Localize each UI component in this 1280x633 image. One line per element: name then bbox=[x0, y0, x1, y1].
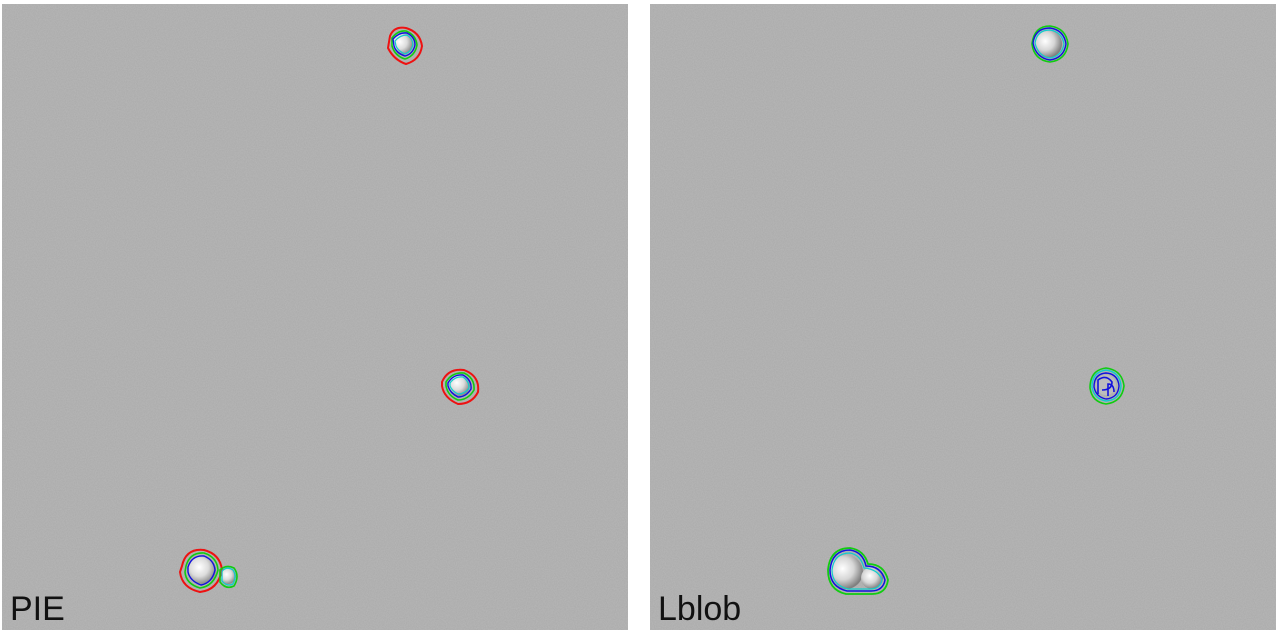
image-panel-lblob: Lblob bbox=[650, 4, 1276, 630]
image-panel-pie: PIE bbox=[2, 4, 628, 630]
panel-label-pie: PIE bbox=[10, 590, 65, 628]
cell-top bbox=[386, 26, 424, 66]
cell-middle bbox=[441, 368, 480, 406]
cell-bottom-cluster bbox=[178, 548, 238, 594]
cell-bottom-cluster bbox=[827, 547, 889, 595]
cell-top bbox=[1031, 25, 1069, 63]
panel-label-lblob: Lblob bbox=[658, 590, 742, 628]
microscopy-image-lblob bbox=[650, 4, 1276, 630]
microscopy-image-pie bbox=[2, 4, 628, 630]
cell-middle bbox=[1089, 367, 1125, 405]
